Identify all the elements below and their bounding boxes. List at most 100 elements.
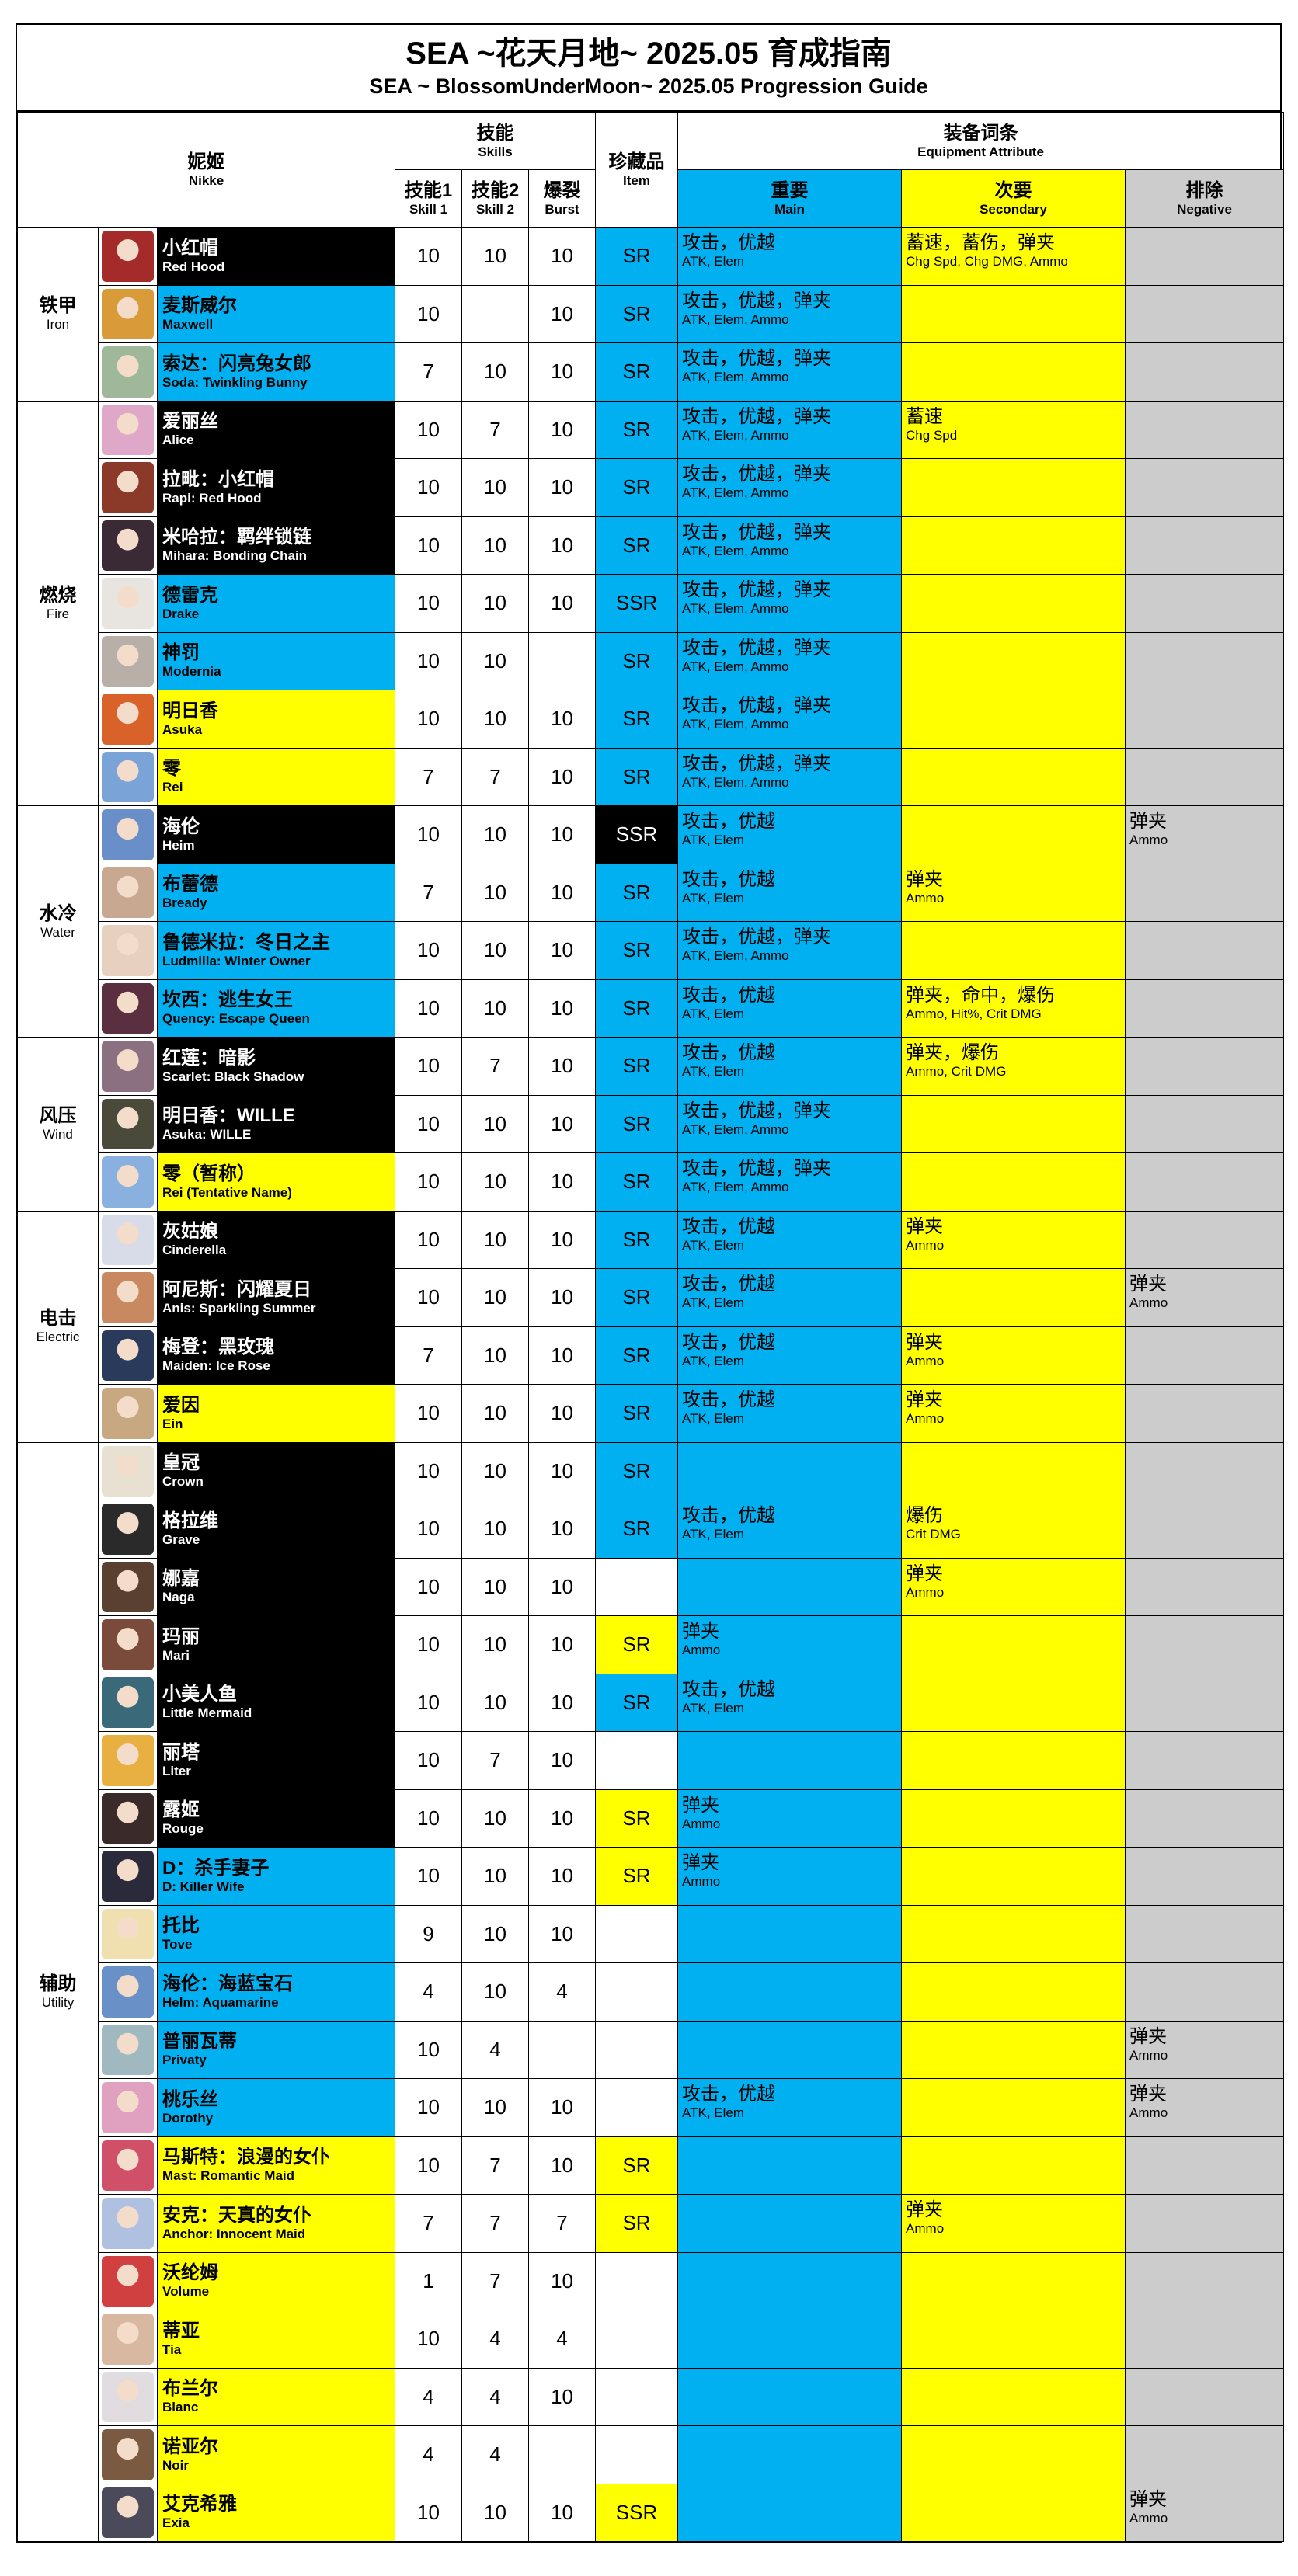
secondary-attribute-cell (901, 2483, 1126, 2542)
negative-attribute-cell (1125, 2194, 1285, 2253)
burst-level: 10 (528, 227, 597, 286)
skill1-level: 10 (395, 1557, 463, 1616)
nikke-name-en: Asuka (162, 721, 203, 737)
negative-attribute-cell (1125, 2425, 1285, 2484)
secondary-attribute-cell (901, 284, 1126, 343)
main-attribute-zh: 攻击，优越，弹夹 (682, 464, 832, 485)
skill1-level: 10 (395, 1037, 463, 1096)
header-secondary-zh: 次要 (994, 179, 1032, 201)
main-attribute-zh: 攻击，优越 (682, 1678, 776, 1700)
main-attribute-cell: 攻击，优越，弹夹 ATK, Elem, Ammo (677, 574, 903, 633)
avatar (102, 1388, 154, 1439)
item-rarity: SR (595, 1847, 679, 1906)
skill1-level: 10 (395, 2020, 463, 2079)
nikke-name-cell: 玛丽 Mari (156, 1615, 396, 1674)
skill2-level: 10 (461, 1847, 530, 1906)
skill2-level: 10 (461, 1904, 530, 1963)
negative-attribute-zh: 弹夹 (1129, 2084, 1168, 2105)
secondary-attribute-cell (901, 2251, 1126, 2310)
main-attribute-cell: 攻击，优越，弹夹 ATK, Elem, Ammo (677, 342, 903, 402)
secondary-attribute-cell (901, 516, 1126, 575)
secondary-attribute-cell (901, 2310, 1126, 2369)
header-main: 重要 Main (677, 169, 903, 228)
nikke-name-en: D: Killer Wife (162, 1879, 245, 1894)
page-subtitle: SEA ~ BlossomUnderMoon~ 2025.05 Progress… (369, 75, 928, 98)
skill1-level: 10 (395, 2078, 463, 2137)
nikke-name-cell: 坎西：逃生女王 Quency: Escape Queen (156, 979, 396, 1038)
nikke-name-en: Ein (162, 1416, 183, 1431)
table-row: 艾克希雅 Exia 10 10 10 SSR 弹夹 Ammo (18, 2483, 1285, 2542)
avatar (102, 1098, 154, 1149)
skill2-level: 4 (461, 2020, 530, 2079)
nikke-name-zh: 布兰尔 (162, 2378, 218, 2400)
negative-attribute-cell (1125, 2310, 1285, 2369)
skill2-level (461, 284, 530, 343)
avatar-cell (98, 1268, 158, 1327)
avatar-cell (98, 747, 158, 806)
main-attribute-en: ATK, Elem, Ammo (682, 543, 789, 558)
secondary-attribute-en: Ammo (906, 890, 945, 906)
nikke-name-cell: 娜嘉 Naga (156, 1557, 396, 1616)
nikke-name-zh: 娜嘉 (162, 1568, 200, 1590)
burst-level: 10 (528, 400, 597, 459)
avatar (102, 1041, 154, 1092)
avatar-cell (98, 2425, 158, 2484)
skill2-level: 10 (461, 342, 530, 402)
main-attribute-cell: 攻击，优越，弹夹 ATK, Elem, Ammo (677, 631, 903, 690)
main-attribute-zh: 攻击，优越 (682, 1505, 776, 1526)
avatar (102, 1619, 154, 1670)
table-row: 海伦：海蓝宝石 Helm: Aquamarine 4 10 4 (18, 1962, 1285, 2022)
header-burst: 爆裂 Burst (528, 169, 597, 228)
nikke-name-en: Exia (162, 2515, 190, 2531)
skill1-level: 7 (395, 747, 463, 806)
skill2-level: 7 (461, 400, 530, 459)
skill1-level: 10 (395, 1500, 463, 1559)
nikke-name-cell: 拉毗：小红帽 Rapi: Red Hood (156, 458, 396, 517)
avatar (102, 2255, 154, 2307)
class-name-en: Iron (46, 317, 70, 332)
class-name-zh: 电击 (39, 1308, 77, 1329)
item-rarity: SR (595, 1210, 679, 1269)
table-row: D：杀手妻子 D: Killer Wife 10 10 10 SR 弹夹 Ammo (18, 1847, 1285, 1906)
nikke-name-cell: 爱因 Ein (156, 1384, 396, 1443)
table-row: 辅助 Utility 皇冠 Crown 10 10 10 SR (17, 1441, 1285, 2542)
main-attribute-cell: 攻击，优越 ATK, Elem (677, 805, 903, 864)
table-row: 零 Rei 7 7 10 SR 攻击，优越，弹夹 ATK, Elem, Ammo (18, 747, 1285, 806)
skill1-level: 10 (395, 2310, 463, 2369)
nikke-name-en: Grave (162, 1531, 200, 1547)
main-attribute-zh: 攻击，优越 (682, 1042, 776, 1063)
main-attribute-zh: 攻击，优越 (682, 232, 776, 253)
skill2-level: 10 (461, 458, 530, 517)
table-row: 麦斯威尔 Maxwell 10 10 SR 攻击，优越，弹夹 ATK, Elem, Ammo (18, 284, 1285, 343)
secondary-attribute-cell (901, 2425, 1126, 2484)
nikke-name-cell: 零 Rei (156, 747, 396, 806)
burst-level: 10 (528, 1673, 597, 1732)
avatar (102, 578, 154, 629)
negative-attribute-cell (1125, 690, 1285, 749)
guide-sheet: SEA ~花天月地~ 2025.05 育成指南 SEA ~ BlossomUnd… (16, 23, 1285, 2543)
item-rarity: SR (595, 284, 679, 343)
avatar-cell (98, 1731, 158, 1790)
header-skill1: 技能1 Skill 1 (395, 169, 463, 228)
item-rarity (595, 1731, 679, 1790)
secondary-attribute-cell (901, 1615, 1126, 1674)
avatar-cell (98, 2310, 158, 2369)
skill2-level: 4 (461, 2425, 530, 2484)
header-burst-zh: 爆裂 (543, 179, 581, 201)
secondary-attribute-en: Ammo (906, 2221, 945, 2236)
secondary-attribute-cell (901, 2136, 1126, 2195)
item-rarity: SR (595, 921, 679, 980)
header-skill2-en: Skill 2 (475, 201, 515, 217)
nikke-name-zh: 沃纶姆 (162, 2262, 218, 2284)
table-row: 露姬 Rouge 10 10 10 SR 弹夹 Ammo (18, 1789, 1285, 1848)
burst-level: 10 (528, 1037, 597, 1096)
avatar-cell (98, 516, 158, 575)
skill2-level: 7 (461, 1731, 530, 1790)
main-attribute-en: ATK, Elem, Ammo (682, 311, 789, 327)
nikke-name-cell: 小红帽 Red Hood (156, 227, 396, 286)
main-attribute-cell: 攻击，优越 ATK, Elem (677, 1384, 903, 1443)
item-rarity (595, 2367, 679, 2426)
nikke-name-cell: 索达：闪亮兔女郎 Soda: Twinkling Bunny (156, 342, 396, 402)
skill2-level: 10 (461, 227, 530, 286)
nikke-name-en: Mast: Romantic Maid (162, 2168, 295, 2184)
